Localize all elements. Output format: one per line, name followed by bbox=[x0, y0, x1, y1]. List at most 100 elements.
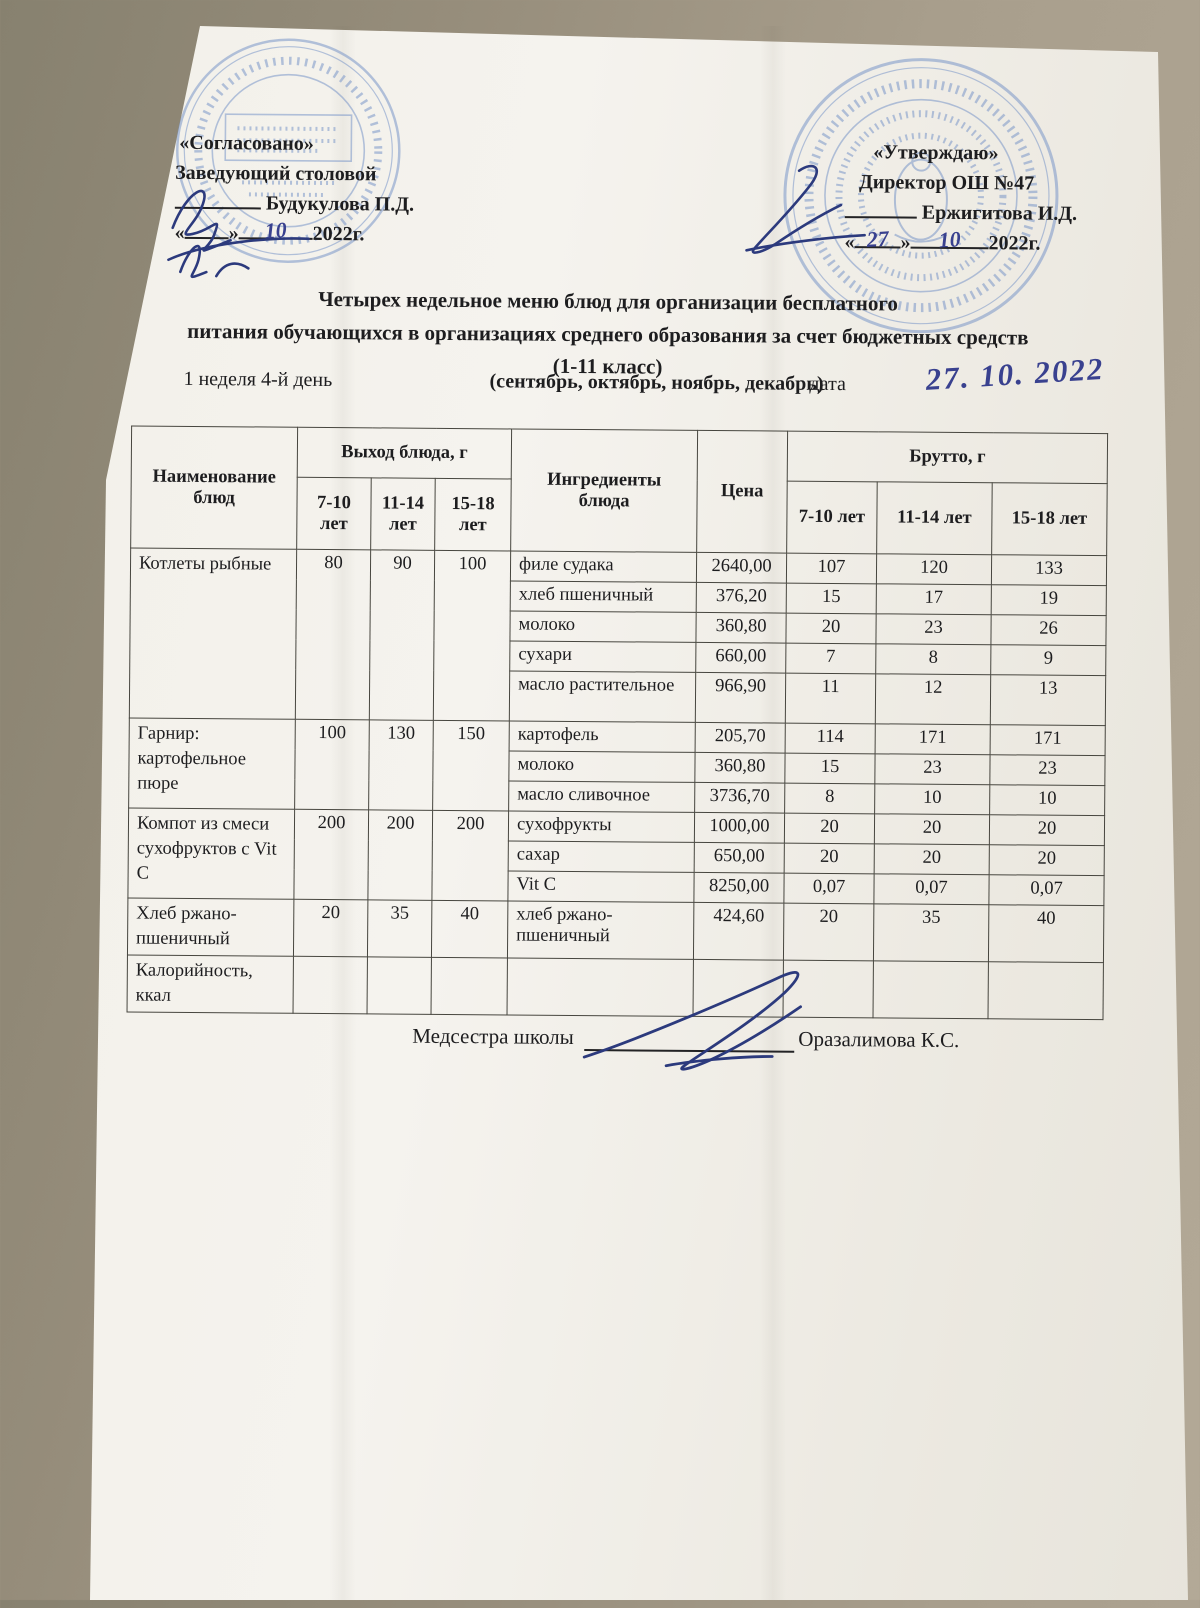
output-cell bbox=[293, 956, 368, 1014]
brutto-cell: 0,07 bbox=[988, 874, 1105, 906]
official-stamp-right bbox=[783, 58, 1059, 334]
header-dish-name: Наименование блюд bbox=[130, 425, 298, 550]
price-cell: 2640,00 bbox=[696, 552, 787, 584]
brutto-cell: 0,07 bbox=[873, 873, 990, 905]
menu-table: Наименование блюд Выход блюда, г Ингреди… bbox=[127, 425, 1109, 1020]
brutto-cell: 114 bbox=[785, 723, 876, 754]
output-cell: 200 bbox=[367, 809, 433, 901]
brutto-cell bbox=[988, 961, 1104, 1020]
paper-crease bbox=[330, 26, 356, 1600]
ingredient-cell: молоко bbox=[508, 750, 696, 783]
date-label: дата bbox=[809, 372, 846, 396]
brutto-cell: 20 bbox=[874, 843, 990, 875]
output-cell: 40 bbox=[431, 900, 508, 958]
brutto-cell: 20 bbox=[783, 903, 874, 961]
signature-right bbox=[745, 164, 866, 254]
header-output: Выход блюда, г bbox=[297, 427, 512, 479]
price-cell: 205,70 bbox=[695, 722, 786, 754]
price-cell: 376,20 bbox=[696, 582, 787, 614]
approval-left-title: «Согласовано» bbox=[179, 131, 314, 155]
header-output-age-3: 15-18 лет bbox=[434, 478, 512, 551]
brutto-cell: 107 bbox=[786, 553, 877, 584]
brutto-cell: 20 bbox=[874, 813, 990, 845]
week-day-label: 1 неделя 4-й день bbox=[183, 367, 333, 392]
brutto-cell: 35 bbox=[873, 903, 989, 962]
brutto-cell: 15 bbox=[786, 583, 877, 614]
output-cell: 200 bbox=[431, 810, 509, 901]
output-cell: 90 bbox=[369, 549, 435, 721]
paper-crease bbox=[760, 26, 786, 1600]
output-cell: 200 bbox=[293, 809, 369, 900]
dish-name-cell: Котлеты рыбные bbox=[129, 547, 297, 720]
ingredient-cell: сухари bbox=[509, 640, 696, 673]
output-cell: 130 bbox=[368, 719, 434, 811]
brutto-cell: 26 bbox=[990, 614, 1107, 646]
brutto-cell: 9 bbox=[990, 644, 1106, 676]
ingredient-cell: Vit C bbox=[507, 870, 695, 903]
brutto-cell: 120 bbox=[876, 553, 992, 585]
brutto-cell: 10 bbox=[874, 783, 990, 815]
output-cell bbox=[367, 956, 432, 1015]
brutto-cell: 20 bbox=[784, 843, 875, 874]
header-brutto: Брутто, г bbox=[787, 431, 1108, 484]
approval-right-year: 2022г. bbox=[988, 232, 1041, 255]
brutto-cell: 20 bbox=[989, 814, 1105, 846]
brutto-cell: 133 bbox=[991, 554, 1107, 586]
dish-name-cell: Хлеб ржано-пшеничный bbox=[127, 897, 294, 957]
price-cell: 1000,00 bbox=[694, 812, 785, 844]
brutto-cell: 8 bbox=[784, 783, 875, 814]
brutto-cell: 0,07 bbox=[783, 873, 875, 904]
header-brutto-age-3: 15-18 лет bbox=[991, 482, 1108, 556]
ingredient-cell: масло растительное bbox=[509, 670, 696, 723]
ingredient-cell: молоко bbox=[509, 610, 697, 643]
brutto-cell: 12 bbox=[875, 673, 991, 725]
ingredient-cell: сахар bbox=[508, 840, 695, 873]
brutto-cell: 13 bbox=[990, 674, 1106, 726]
signature-left bbox=[167, 189, 310, 279]
price-cell: 360,80 bbox=[694, 752, 786, 784]
brutto-cell: 17 bbox=[876, 583, 992, 615]
header-ingredients: Ингредиенты блюда bbox=[510, 428, 698, 553]
brutto-cell: 11 bbox=[785, 673, 876, 724]
brutto-cell: 20 bbox=[785, 613, 877, 644]
output-cell: 100 bbox=[294, 719, 370, 810]
official-stamp-left bbox=[176, 38, 401, 263]
price-cell: 424,60 bbox=[693, 902, 784, 961]
brutto-cell: 171 bbox=[875, 723, 991, 755]
ingredient-cell: картофель bbox=[509, 720, 696, 753]
price-cell: 650,00 bbox=[694, 842, 785, 874]
brutto-cell: 20 bbox=[784, 813, 875, 844]
brutto-cell: 20 bbox=[989, 844, 1105, 876]
output-cell: 150 bbox=[432, 720, 510, 811]
ingredient-cell: сухофрукты bbox=[508, 810, 695, 843]
header-output-age-2: 11-14 лет bbox=[370, 477, 436, 551]
ingredient-cell: масло сливочное bbox=[508, 780, 695, 813]
dish-name-cell: Гарнир: картофельное пюре bbox=[128, 717, 296, 810]
brutto-cell: 40 bbox=[988, 904, 1104, 963]
output-cell: 100 bbox=[433, 550, 511, 721]
brutto-cell: 23 bbox=[989, 754, 1106, 786]
brutto-cell: 10 bbox=[989, 784, 1105, 816]
output-cell: 80 bbox=[295, 549, 371, 720]
ingredient-cell: хлеб ржано-пшеничный bbox=[507, 900, 694, 960]
output-cell bbox=[431, 957, 508, 1015]
header-price: Цена bbox=[696, 430, 788, 554]
price-cell: 3736,70 bbox=[694, 782, 785, 814]
brutto-cell: 23 bbox=[875, 613, 992, 645]
header-brutto-age-1: 7-10 лет bbox=[786, 481, 878, 554]
brutto-cell: 7 bbox=[785, 643, 876, 674]
dish-name-cell: Калорийность, ккал bbox=[127, 954, 294, 1014]
brutto-cell: 19 bbox=[991, 584, 1107, 616]
header-output-age-1: 7-10 лет bbox=[296, 477, 372, 550]
months-label: (сентябрь, октябрь, ноябрь, декабрь) bbox=[489, 370, 824, 395]
output-cell: 20 bbox=[293, 899, 368, 957]
brutto-cell: 23 bbox=[874, 753, 991, 785]
price-cell: 360,80 bbox=[695, 612, 787, 644]
price-cell: 660,00 bbox=[695, 642, 786, 674]
header-brutto-age-2: 11-14 лет bbox=[876, 481, 993, 555]
output-cell: 35 bbox=[367, 899, 432, 958]
price-cell: 966,90 bbox=[695, 672, 786, 724]
